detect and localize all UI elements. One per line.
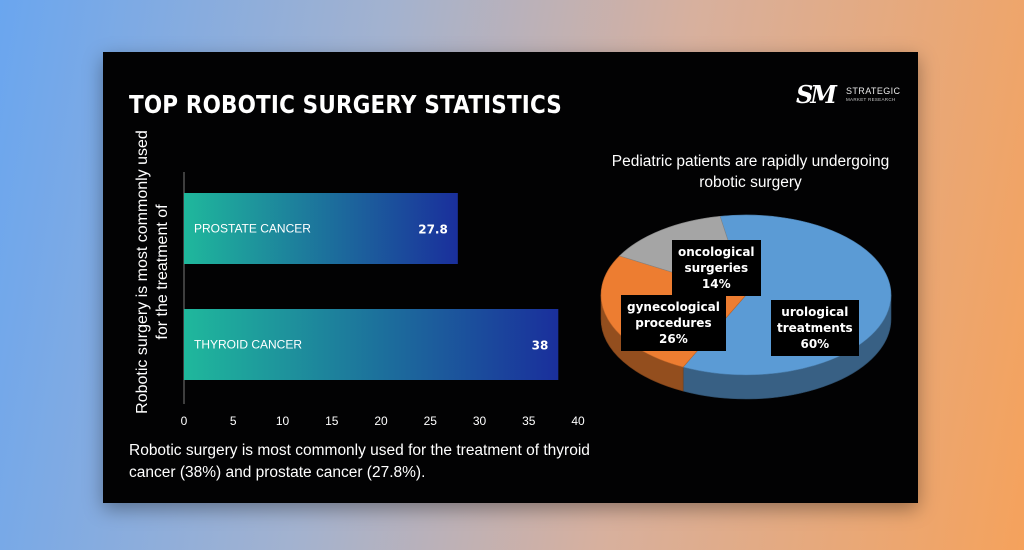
bar xyxy=(184,193,458,264)
bar-chart: PROSTATE CANCER 27.8 THYROID CANCER 38 0 5 10 1… xyxy=(134,130,585,428)
pie-slice-label: oncological surgeries 14% xyxy=(672,240,761,296)
bar-value-label: 38 xyxy=(532,339,549,353)
bar xyxy=(184,309,559,380)
page-title: TOP ROBOTIC SURGERY STATISTICS xyxy=(129,90,562,119)
x-tick-label: 30 xyxy=(473,414,487,428)
logo-tagline: MARKET RESEARCH xyxy=(846,97,896,102)
pie-slice-label: gynecological procedures 26% xyxy=(621,295,726,351)
y-axis-label: for the treatment of xyxy=(154,204,171,340)
pie-label-line: 26% xyxy=(659,332,688,346)
bar-value-label: 27.8 xyxy=(418,223,448,237)
pie-label-line: surgeries xyxy=(684,261,749,275)
bar-category-label: PROSTATE CANCER xyxy=(194,222,311,236)
y-axis-label: Robotic surgery is most commonly used xyxy=(134,130,151,414)
bar-category-label: THYROID CANCER xyxy=(194,338,302,352)
x-tick-label: 40 xyxy=(571,414,585,428)
pie-label-line: treatments xyxy=(777,321,853,335)
x-tick-label: 5 xyxy=(230,414,237,428)
pie-slice-label: urological treatments 60% xyxy=(771,300,859,356)
y-axis-label-group: Robotic surgery is most commonly used for… xyxy=(134,130,171,414)
pie-label-line: urological xyxy=(781,305,849,319)
pie-label-line: 14% xyxy=(701,277,731,291)
x-tick-label: 10 xyxy=(276,414,290,428)
summary-text: Robotic surgery is most commonly used fo… xyxy=(129,442,590,481)
pie-chart-title: Pediatric patients are rapidly undergoin… xyxy=(611,153,890,191)
x-tick-label: 35 xyxy=(522,414,536,428)
logo-mark: SM xyxy=(796,80,837,109)
logo-name: STRATEGIC xyxy=(846,86,901,96)
pie-chart xyxy=(600,214,892,400)
company-logo: SM STRATEGIC MARKET RESEARCH xyxy=(796,80,906,110)
x-tick-label: 20 xyxy=(374,414,388,428)
x-tick-label: 0 xyxy=(181,414,188,428)
x-tick-label: 15 xyxy=(325,414,339,428)
x-tick-label: 25 xyxy=(424,414,438,428)
infographic-card: TOP ROBOTIC SURGERY STATISTICS SM STRATE… xyxy=(103,52,918,503)
pie-label-line: procedures xyxy=(635,316,712,330)
pie-label-line: 60% xyxy=(800,337,830,351)
pie-label-line: gynecological xyxy=(627,300,720,314)
pie-label-line: oncological xyxy=(678,245,755,259)
